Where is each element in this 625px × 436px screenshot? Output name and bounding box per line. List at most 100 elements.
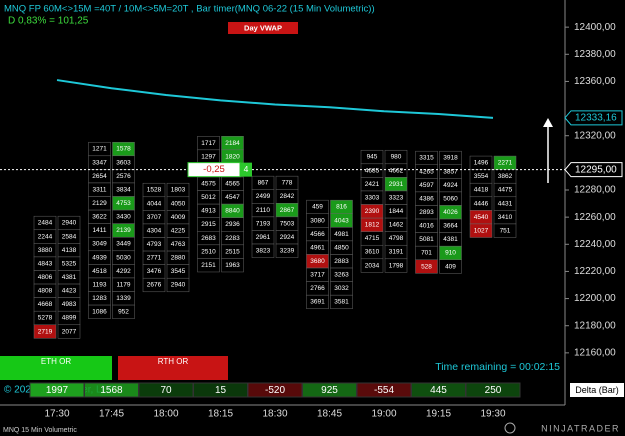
ask-volume: 816 xyxy=(336,204,347,211)
x-tick-label: 17:45 xyxy=(99,409,124,420)
bid-volume: 4518 xyxy=(92,268,107,275)
bid-volume: 2034 xyxy=(365,262,380,269)
ask-volume: 4225 xyxy=(171,227,186,234)
ask-volume: 2576 xyxy=(116,173,131,180)
ask-volume: 4924 xyxy=(443,182,458,189)
ask-volume: 3430 xyxy=(116,214,131,221)
y-tick-label: 12220,00 xyxy=(574,266,616,277)
x-tick-label: 19:00 xyxy=(371,409,396,420)
bid-volume: 1812 xyxy=(365,222,380,229)
y-tick-label: 12320,00 xyxy=(574,130,616,141)
ask-volume: 5060 xyxy=(443,195,458,202)
chart-title: MNQ FP 60M<>15M =40T / 10M<>5M=20T , Bar… xyxy=(4,4,375,15)
ask-volume: 952 xyxy=(118,309,129,316)
bid-cell xyxy=(33,324,57,339)
ask-volume: 4763 xyxy=(171,241,186,248)
bid-volume: 2766 xyxy=(310,285,325,292)
ask-volume: 4009 xyxy=(171,214,186,221)
bid-cell xyxy=(142,277,166,293)
footer-label: MNQ 15 Min Volumetric xyxy=(3,427,77,434)
bid-volume: 2484 xyxy=(38,220,53,227)
bid-volume: 3717 xyxy=(310,272,325,279)
bid-volume: 2129 xyxy=(92,200,107,207)
ask-volume: 2842 xyxy=(280,193,295,200)
bid-volume: 4715 xyxy=(365,235,380,242)
ask-volume: 2940 xyxy=(62,220,77,227)
bid-volume: 4418 xyxy=(474,187,489,194)
ask-volume: 2883 xyxy=(334,258,349,265)
bid-volume: 4575 xyxy=(201,180,216,187)
bid-volume: 5012 xyxy=(201,194,216,201)
ask-volume: 1820 xyxy=(225,153,240,160)
x-tick-label: 18:00 xyxy=(153,409,178,420)
bid-volume: 4304 xyxy=(147,227,162,234)
delta-value: -520 xyxy=(265,385,285,396)
ask-volume: 2940 xyxy=(171,282,186,289)
delta-value: 15 xyxy=(215,385,227,396)
bid-volume: 4961 xyxy=(310,244,325,251)
ask-volume: 2936 xyxy=(225,221,240,228)
bid-volume: 4685 xyxy=(365,167,380,174)
delta-value: 445 xyxy=(430,385,447,396)
ask-cell xyxy=(384,258,408,273)
delta-value: 1997 xyxy=(46,385,69,396)
x-tick-label: 18:45 xyxy=(317,409,342,420)
bid-volume: 4939 xyxy=(92,254,107,261)
bid-volume: 4793 xyxy=(147,241,162,248)
delta-value: 70 xyxy=(160,385,172,396)
ask-volume: 3857 xyxy=(443,168,458,175)
ask-volume: 4983 xyxy=(62,301,77,308)
ask-cell xyxy=(112,304,135,319)
delta-value: 250 xyxy=(485,385,502,396)
y-tick-label: 12280,00 xyxy=(574,185,616,196)
ask-volume: 3410 xyxy=(498,214,513,221)
rth-or-box xyxy=(118,356,228,380)
ask-volume: 8840 xyxy=(225,208,240,215)
bid-cell xyxy=(197,258,220,273)
bid-volume: 2244 xyxy=(38,233,53,240)
ask-cell xyxy=(275,243,299,258)
price-label: 12333,16 xyxy=(575,112,617,123)
y-tick-label: 12360,00 xyxy=(574,76,616,87)
bid-volume: 1086 xyxy=(92,309,107,316)
ask-volume: 4981 xyxy=(334,231,349,238)
ask-volume: 4798 xyxy=(389,235,404,242)
ask-volume: 751 xyxy=(500,227,511,234)
bid-volume: 4668 xyxy=(38,301,53,308)
ask-volume: 778 xyxy=(282,180,293,187)
eth-or-label: ETH OR xyxy=(41,357,71,366)
bid-volume: 4386 xyxy=(419,195,434,202)
ask-volume: 2283 xyxy=(225,235,240,242)
ask-volume: 4381 xyxy=(62,274,77,281)
y-tick-label: 12200,00 xyxy=(574,293,616,304)
day-vwap-label: Day VWAP xyxy=(244,23,282,32)
bid-volume: 2683 xyxy=(201,235,216,242)
ask-volume: 2184 xyxy=(225,140,240,147)
ask-volume: 2924 xyxy=(280,234,295,241)
ask-volume: 4850 xyxy=(334,244,349,251)
bid-volume: 4806 xyxy=(38,274,53,281)
ask-volume: 980 xyxy=(391,154,402,161)
bid-volume: 4913 xyxy=(201,208,216,215)
ask-volume: 1798 xyxy=(389,262,404,269)
bid-volume: 3315 xyxy=(419,155,434,162)
ask-volume: 3032 xyxy=(334,285,349,292)
ask-volume: 4547 xyxy=(225,194,240,201)
x-tick-label: 17:30 xyxy=(44,409,69,420)
bid-volume: 1027 xyxy=(474,227,489,234)
ask-volume: 5325 xyxy=(62,260,77,267)
ask-volume: 2139 xyxy=(116,227,131,234)
bid-volume: 2510 xyxy=(201,248,216,255)
bid-volume: 2654 xyxy=(92,173,107,180)
ask-volume: 4138 xyxy=(62,247,77,254)
bid-volume: 3823 xyxy=(256,248,271,255)
ask-volume: 3664 xyxy=(443,223,458,230)
bid-volume: 2771 xyxy=(147,255,162,262)
ask-volume: 3263 xyxy=(334,272,349,279)
rth-or-label: RTH OR xyxy=(158,357,189,366)
ask-cell xyxy=(57,324,81,339)
bid-volume: 2676 xyxy=(147,282,162,289)
bid-volume: 4446 xyxy=(474,200,489,207)
bid-volume: 3880 xyxy=(38,247,53,254)
ask-volume: 4475 xyxy=(498,187,513,194)
